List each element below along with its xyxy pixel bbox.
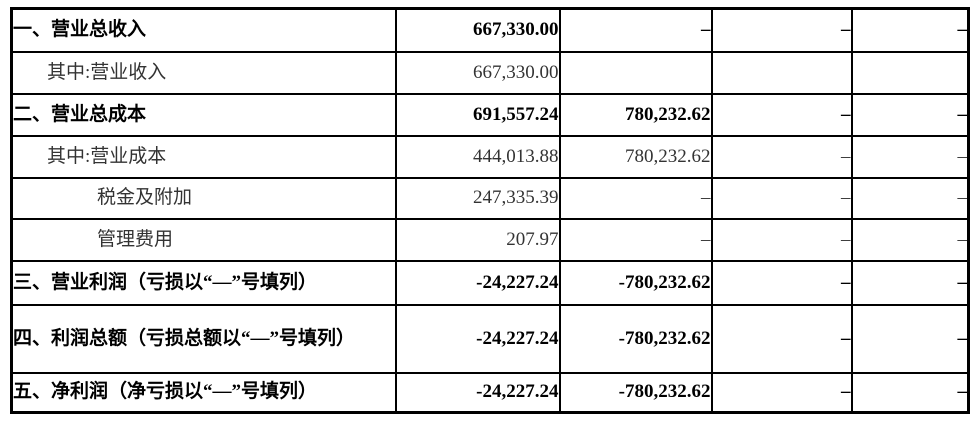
row-value-col1: 247,335.39: [394, 176, 561, 220]
row-value-col1: 691,557.24: [394, 92, 561, 137]
table-row: 三、营业利润（亏损以“—”号填列） -24,227.24 -780,232.62…: [10, 259, 970, 306]
row-value-col4: –: [850, 371, 970, 414]
row-label: 管理费用: [10, 217, 397, 262]
table-row: 五、净利润（净亏损以“—”号填列） -24,227.24 -780,232.62…: [10, 371, 970, 414]
row-value-col3: –: [710, 176, 853, 220]
table-row: 其中:营业收入 667,330.00: [10, 50, 970, 95]
income-statement-table: 一、营业总收入 667,330.00 – – – 其中:营业收入 667,330…: [10, 7, 970, 414]
table-row: 二、营业总成本 691,557.24 780,232.62 – –: [10, 92, 970, 137]
row-label: 四、利润总额（亏损总额以“—”号填列）: [10, 303, 397, 374]
row-value-col2: 780,232.62: [558, 134, 713, 179]
table-body: 一、营业总收入 667,330.00 – – – 其中:营业收入 667,330…: [10, 7, 970, 414]
table-row: 一、营业总收入 667,330.00 – – –: [10, 7, 970, 53]
row-label: 五、净利润（净亏损以“—”号填列）: [10, 371, 397, 414]
row-label: 税金及附加: [10, 176, 397, 220]
row-value-col2: –: [558, 217, 713, 262]
row-value-col4: –: [850, 176, 970, 220]
row-value-col4: –: [850, 92, 970, 137]
row-label: 二、营业总成本: [10, 92, 397, 137]
row-value-col2: –: [558, 7, 713, 53]
row-value-col1: 667,330.00: [394, 50, 561, 95]
row-value-col3: –: [710, 217, 853, 262]
row-value-col3: –: [710, 92, 853, 137]
row-value-col4: –: [850, 217, 970, 262]
row-label: 其中:营业成本: [10, 134, 397, 179]
row-label: 其中:营业收入: [10, 50, 397, 95]
table-row: 其中:营业成本 444,013.88 780,232.62 – –: [10, 134, 970, 179]
table-row: 四、利润总额（亏损总额以“—”号填列） -24,227.24 -780,232.…: [10, 303, 970, 374]
row-value-col1: 207.97: [394, 217, 561, 262]
table-row: 管理费用 207.97 – – –: [10, 217, 970, 262]
row-value-col2: -780,232.62: [558, 303, 713, 374]
row-label: 三、营业利润（亏损以“—”号填列）: [10, 259, 397, 306]
financial-statement-region: 一、营业总收入 667,330.00 – – – 其中:营业收入 667,330…: [10, 7, 970, 414]
row-value-col4: –: [850, 303, 970, 374]
table-row: 税金及附加 247,335.39 – – –: [10, 176, 970, 220]
row-value-col1: 667,330.00: [394, 7, 561, 53]
row-label: 一、营业总收入: [10, 7, 397, 53]
row-value-col3: –: [710, 7, 853, 53]
row-value-col2: 780,232.62: [558, 92, 713, 137]
row-value-col3: –: [710, 303, 853, 374]
row-value-col4: –: [850, 259, 970, 306]
row-value-col3: –: [710, 134, 853, 179]
row-value-col3: [710, 50, 853, 95]
row-value-col1: -24,227.24: [394, 259, 561, 306]
row-value-col1: 444,013.88: [394, 134, 561, 179]
row-value-col4: –: [850, 134, 970, 179]
row-value-col2: [558, 50, 713, 95]
row-value-col2: –: [558, 176, 713, 220]
row-value-col3: –: [710, 259, 853, 306]
row-value-col3: –: [710, 371, 853, 414]
row-value-col1: -24,227.24: [394, 303, 561, 374]
row-value-col2: -780,232.62: [558, 259, 713, 306]
row-value-col4: [850, 50, 970, 95]
row-value-col1: -24,227.24: [394, 371, 561, 414]
row-value-col2: -780,232.62: [558, 371, 713, 414]
row-value-col4: –: [850, 7, 970, 53]
